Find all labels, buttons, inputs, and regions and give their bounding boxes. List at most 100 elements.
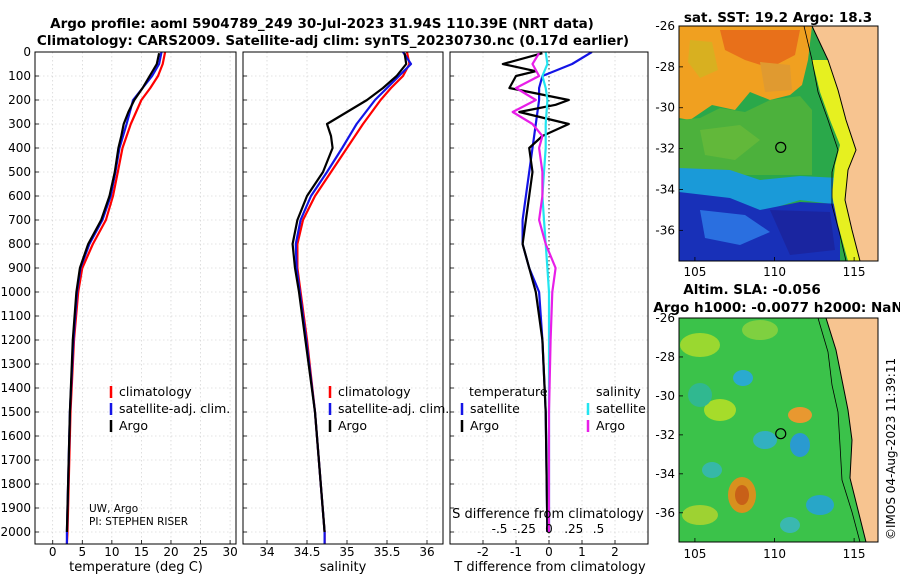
t-difference-xlabel: T difference from climatology <box>453 560 646 575</box>
lat-tick-label: -30 <box>655 101 675 115</box>
sla-land <box>826 318 878 542</box>
depth-tick-label: 0 <box>23 45 31 59</box>
x-tick-label: 35 <box>339 545 354 559</box>
depth-tick-labels: 0 100 200 300 400 500 600 700 800 900 1000 1100 1200… <box>0 45 31 539</box>
x-tick-label: 20 <box>163 545 178 559</box>
x-tick-label: 2 <box>611 545 619 559</box>
sla-eddy-high <box>680 333 720 357</box>
legend-label-climatology: climatology <box>119 384 192 399</box>
sla-isobath <box>817 318 861 542</box>
sla-map: Altim. SLA: -0.056 Argo h1000: -0.0077 h… <box>653 282 900 561</box>
sst-coastal-band <box>812 60 860 261</box>
credit-line2: PI: STEPHEN RISER <box>89 516 188 528</box>
depth-tick-label: 600 <box>8 189 31 203</box>
lon-tick-label: 110 <box>763 265 786 279</box>
lon-tick-label: 115 <box>843 265 866 279</box>
s-tick-label: -.25 <box>513 522 536 536</box>
difference-legend: temperature satellite Argo salinity sate… <box>460 384 646 433</box>
depth-tick-label: 1700 <box>0 453 31 467</box>
sst-map: sat. SST: 19.2 Argo: 18.3 -26 -28 -30 -32 -3… <box>655 10 879 279</box>
depth-tick-label: 1800 <box>0 477 31 491</box>
x-tick-label: 34 <box>259 545 274 559</box>
salinity-legend: climatology satellite-adj. clim. Argo <box>328 384 449 433</box>
temperature-tick-labels: 0 5 10 15 20 25 30 <box>49 545 238 559</box>
salinity-grid <box>243 51 443 544</box>
depth-tick-label: 1500 <box>0 405 31 419</box>
legend-label-t-satellite: satellite <box>470 401 520 416</box>
series-line-s-argo <box>511 52 557 532</box>
temperature-grid <box>35 51 236 544</box>
legend-label-t-argo: Argo <box>470 418 499 433</box>
lat-tick-label: -34 <box>655 182 675 196</box>
temperature-legend: climatology satellite-adj. clim. Argo <box>109 384 230 433</box>
lon-tick-label: 105 <box>683 265 706 279</box>
x-tick-label: 34.5 <box>294 545 321 559</box>
depth-tick-label: 1600 <box>0 429 31 443</box>
sst-map-title: sat. SST: 19.2 Argo: 18.3 <box>684 10 872 26</box>
sla-eddy-low <box>790 433 810 457</box>
series-line-climatology <box>296 52 411 544</box>
sst-cool-zone <box>679 168 840 212</box>
lat-tick-label: -28 <box>655 350 675 364</box>
depth-tick-label: 200 <box>8 93 31 107</box>
depth-tick-label: 1900 <box>0 501 31 515</box>
x-tick-label: -1 <box>510 545 522 559</box>
s-tick-label: -.5 <box>492 522 508 536</box>
series-line-t-satellite <box>521 52 593 533</box>
figure-title-line2: Climatology: CARS2009. Satellite-adj cli… <box>37 33 629 49</box>
s-difference-tick-labels: -.5 -.25 0 .25 .5 <box>492 522 605 536</box>
sst-isobath <box>803 26 847 261</box>
salinity-axes-frame <box>242 51 444 545</box>
lat-tick-label: -26 <box>655 311 675 325</box>
lat-tick-label: -30 <box>655 389 675 403</box>
temperature-xlabel: temperature (deg C) <box>69 560 203 575</box>
series-line-argo <box>65 52 161 533</box>
depth-tick-label: 300 <box>8 117 31 131</box>
lon-tick-label: 105 <box>683 547 706 561</box>
sla-eddy-low <box>753 431 777 449</box>
sst-cold-patch <box>700 210 770 245</box>
sst-argo-position-marker <box>775 141 787 153</box>
depth-tick-label: 800 <box>8 237 31 251</box>
legend-title-salinity: salinity <box>596 384 641 399</box>
sst-warm-patch <box>688 40 718 78</box>
x-tick-label: 25 <box>193 545 208 559</box>
lat-tick-label: -28 <box>655 60 675 74</box>
x-tick-label: 35.5 <box>374 545 401 559</box>
difference-grid <box>450 51 648 544</box>
salinity-tick-labels: 34 34.5 35 35.5 36 <box>259 545 434 559</box>
lat-tick-label: -26 <box>655 19 675 33</box>
s-tick-label: .25 <box>564 522 583 536</box>
sla-lat-ticks: -26 -28 -30 -32 -34 -36 <box>655 311 683 520</box>
temperature-lines <box>65 52 167 544</box>
sla-map-frame <box>678 317 879 543</box>
sst-coastline <box>811 26 861 261</box>
s-difference-label: S difference from climatology <box>452 507 644 522</box>
sla-eddy-high <box>742 320 778 340</box>
lon-tick-label: 115 <box>843 547 866 561</box>
lat-tick-label: -32 <box>655 142 675 156</box>
temperature-panel: 0100200300400500600700800900100011001200… <box>0 45 237 575</box>
difference-axes-frame <box>449 51 649 545</box>
x-tick-label: 0 <box>49 545 57 559</box>
difference-panel: -2 -1 0 1 2 -.5 -.25 0 .25 .5 S difference from … <box>449 51 649 575</box>
sla-eddy-high <box>682 505 718 525</box>
x-tick-label: 5 <box>78 545 86 559</box>
depth-tick-label: 100 <box>8 69 31 83</box>
x-tick-label: 36 <box>419 545 434 559</box>
x-tick-label: 1 <box>578 545 586 559</box>
legend-title-temperature: temperature <box>469 384 548 399</box>
depth-tick-label: 900 <box>8 261 31 275</box>
s-tick-label: .5 <box>593 522 604 536</box>
figure-title-line1: Argo profile: aoml 5904789_249 30-Jul-20… <box>50 16 594 32</box>
imos-watermark: ©IMOS 04-Aug-2023 11:39:11 <box>884 358 898 540</box>
x-tick-label: 15 <box>134 545 149 559</box>
depth-tick-label: 2000 <box>0 525 31 539</box>
legend-label-s-satellite: satellite <box>596 401 646 416</box>
legend-label-s-argo: Argo <box>596 418 625 433</box>
series-line-climatology <box>65 52 167 544</box>
sst-map-frame <box>678 25 879 262</box>
legend-label-satellite: satellite-adj. clim. <box>338 401 449 416</box>
lat-tick-label: -36 <box>655 506 675 520</box>
sst-mid-patch <box>700 125 760 160</box>
